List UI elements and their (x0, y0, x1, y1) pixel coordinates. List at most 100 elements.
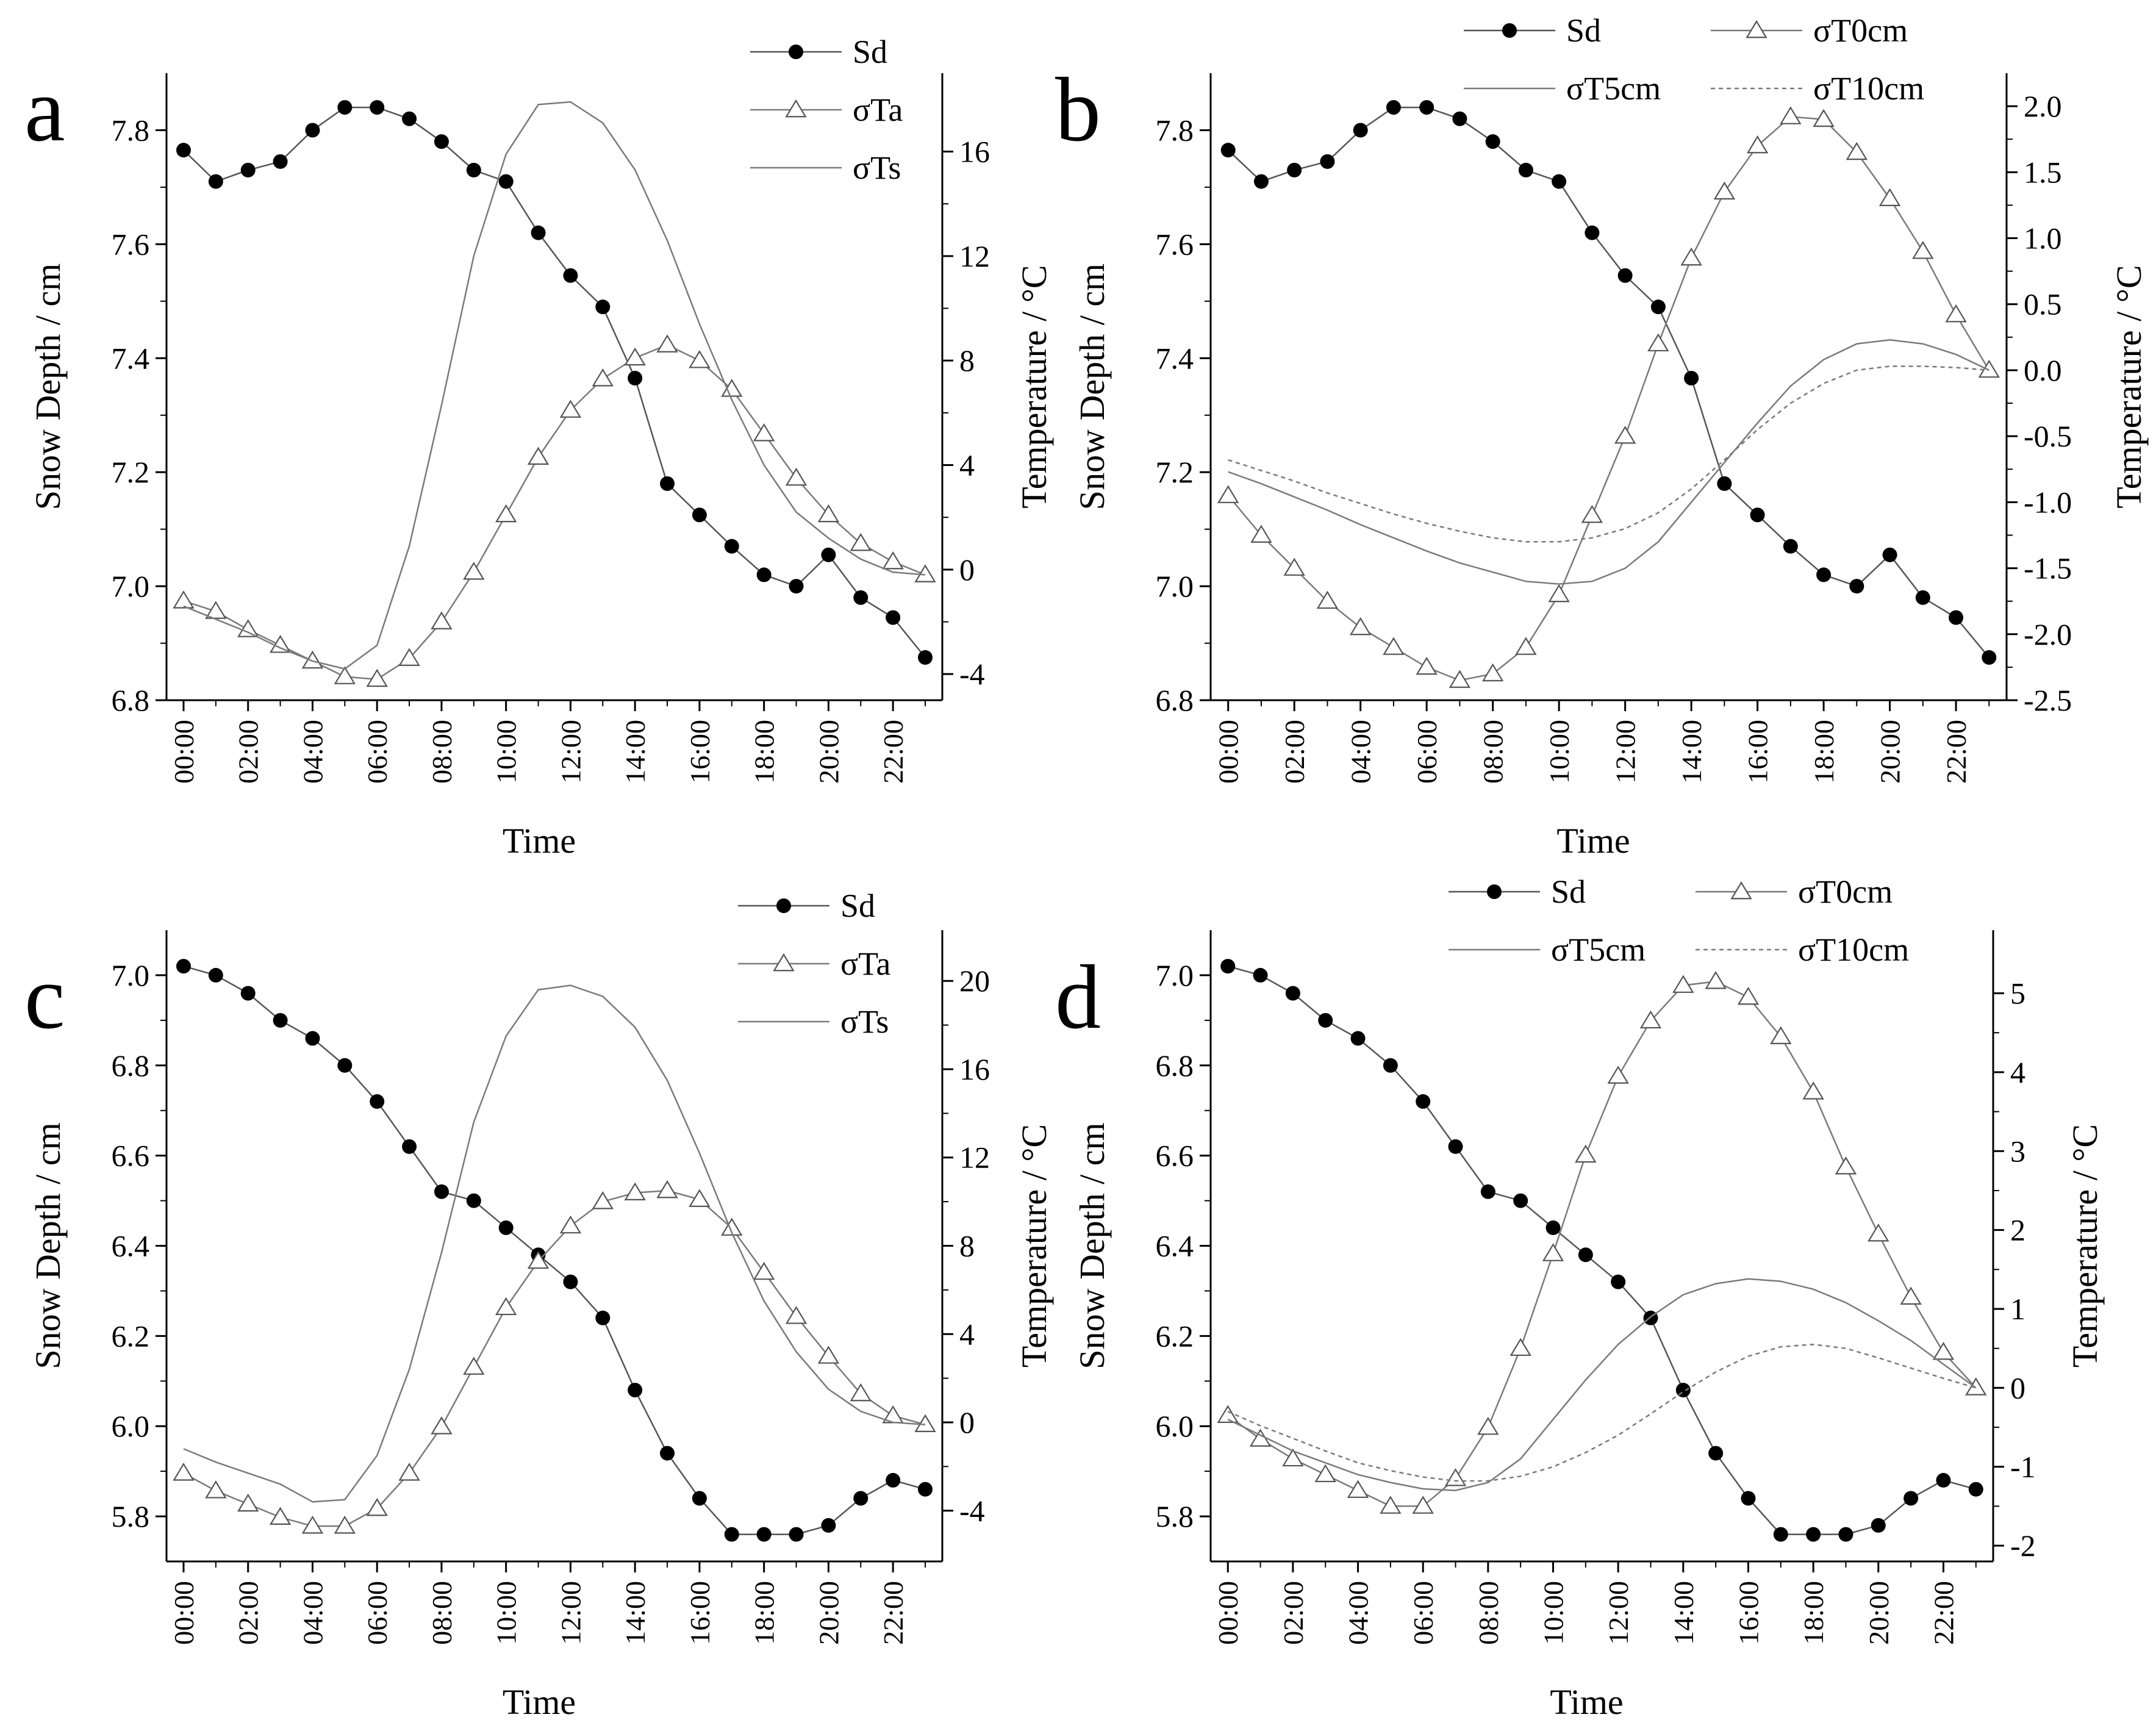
right-axis-title: Temperature / °C (2109, 265, 2149, 508)
data-point (301, 650, 324, 669)
right-tick-label: 12 (959, 1141, 990, 1175)
x-tick-label: 10:00 (491, 1581, 522, 1645)
data-point (370, 100, 385, 115)
data-point (1607, 1066, 1629, 1084)
data-point (724, 1527, 739, 1542)
data-point (1349, 617, 1372, 636)
data-point (1542, 1243, 1564, 1261)
left-tick-label: 6.8 (112, 1048, 150, 1083)
series-line (183, 106, 926, 658)
data-point (789, 579, 804, 594)
data-point (660, 476, 675, 491)
data-point (1548, 584, 1570, 603)
data-point (1650, 299, 1666, 315)
x-tick-label: 14:00 (1668, 1581, 1699, 1645)
data-point (1647, 333, 1669, 352)
data-point (850, 532, 872, 551)
data-point (1350, 1031, 1366, 1046)
series-sd-group (176, 100, 933, 665)
data-point (334, 1515, 356, 1534)
x-tick-label: 06:00 (1411, 720, 1442, 784)
series-line (1227, 1278, 1977, 1491)
left-tick-label: 6.4 (112, 1229, 150, 1263)
data-point (1510, 1338, 1531, 1356)
data-point (1416, 1094, 1431, 1109)
chart-panel-b: b 6.8 7.0 7.2 7.4 7.6 7.8 -2.5 -2.0 -1.5 -1.0 -0.5 0… (1055, 12, 2149, 861)
legend-marker (1746, 20, 1767, 38)
data-point (269, 1507, 292, 1525)
right-tick-label: -2.0 (2024, 617, 2072, 651)
right-tick-label: 0.0 (2024, 353, 2062, 387)
data-point (785, 467, 808, 486)
data-point (1868, 1223, 1889, 1242)
data-point (205, 601, 227, 619)
panel-label: a (24, 59, 65, 160)
data-point (1982, 650, 1997, 665)
right-tick-label: 0 (959, 1405, 975, 1439)
legend-label: σT5cm (1566, 70, 1661, 107)
data-point (173, 1463, 195, 1481)
data-point (850, 1383, 872, 1402)
legend-label: Sd (1566, 12, 1601, 49)
data-point (531, 225, 546, 240)
data-point (789, 1527, 804, 1542)
data-point (1617, 268, 1633, 283)
legend-marker (1502, 23, 1517, 38)
data-point (1217, 485, 1239, 503)
data-point (1882, 547, 1897, 562)
data-point (1320, 154, 1335, 169)
series-line (1227, 965, 1977, 1535)
legend-marker (1730, 881, 1752, 900)
left-axis-title: Snow Depth / cm (1072, 263, 1112, 510)
data-point (563, 1274, 578, 1289)
data-point (1802, 1081, 1824, 1100)
right-axis-title: Temperature / °C (1014, 265, 1054, 508)
data-point (337, 100, 353, 115)
data-point (628, 370, 643, 385)
data-point (173, 590, 195, 609)
left-tick-label: 7.0 (1156, 569, 1194, 603)
data-point (1675, 1383, 1691, 1398)
data-point (1220, 959, 1236, 974)
data-point (240, 162, 256, 177)
x-tick-label: 08:00 (1473, 1581, 1504, 1645)
x-tick-label: 16:00 (684, 1581, 715, 1645)
series-ts-group (183, 101, 926, 670)
data-point (434, 134, 449, 149)
right-tick-label: -1.5 (2024, 551, 2072, 586)
x-tick-label: 18:00 (749, 720, 780, 784)
right-tick-label: 8 (959, 1229, 975, 1263)
data-point (463, 561, 485, 580)
left-axis-title: Snow Depth / cm (28, 263, 68, 510)
data-point (1904, 1491, 1919, 1506)
data-point (689, 350, 711, 368)
data-point (882, 551, 904, 570)
data-point (527, 446, 550, 465)
data-point (1412, 1496, 1434, 1514)
right-tick-label: 12 (959, 239, 990, 273)
data-point (817, 1346, 840, 1364)
data-point (1545, 1220, 1561, 1235)
data-point (886, 1472, 901, 1488)
data-point (1287, 162, 1302, 177)
data-point (1585, 225, 1600, 240)
data-point (1448, 1139, 1463, 1154)
data-point (1949, 610, 1964, 625)
data-point (366, 1498, 388, 1516)
data-point (914, 1414, 936, 1432)
data-point (1485, 134, 1500, 149)
left-tick-label: 7.8 (112, 113, 150, 147)
legend-label: σT0cm (1813, 12, 1908, 49)
data-point (208, 967, 223, 983)
data-point (753, 423, 775, 442)
legend-marker (785, 99, 807, 118)
data-point (495, 504, 517, 523)
data-point (1253, 174, 1269, 189)
data-point (1416, 656, 1438, 675)
left-tick-label: 6.8 (1156, 1048, 1194, 1083)
data-point (1611, 1274, 1626, 1289)
right-tick-label: -2.5 (2024, 683, 2072, 717)
x-tick-label: 00:00 (1212, 1581, 1244, 1645)
data-point (1684, 370, 1699, 385)
data-point (1813, 109, 1835, 127)
